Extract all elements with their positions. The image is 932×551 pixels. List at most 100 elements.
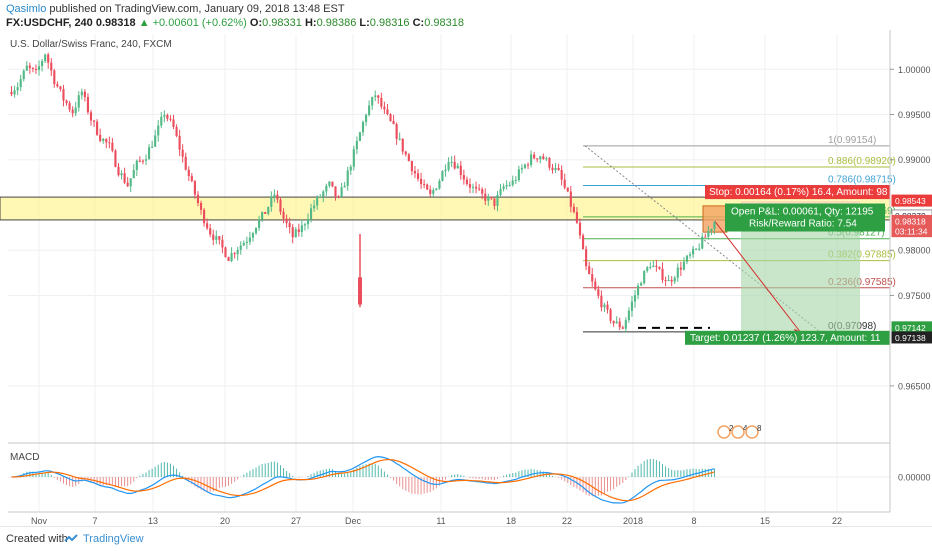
candle-body (581, 235, 585, 250)
candle-body (196, 194, 200, 203)
symbol: FX:USDCHF, 240 (6, 17, 93, 29)
author-link[interactable]: Qasimlo (6, 3, 47, 15)
y-tick-label: 0.98000 (898, 246, 931, 256)
candle-body (398, 138, 401, 140)
candle-body (585, 249, 588, 267)
fib-label: 0.382(0.97885) (828, 250, 896, 261)
candle-body (154, 135, 157, 147)
candle-body (606, 304, 609, 310)
publish-line: Qasimlo published on TradingView.com, Ja… (6, 3, 345, 15)
chart-labels: U.S. Dollar/Swiss Franc, 240, FXCM 0.9854… (10, 39, 932, 439)
candle-body (368, 105, 371, 115)
candle-body (471, 186, 475, 188)
candle-body (56, 84, 59, 87)
candle-body (111, 142, 114, 151)
price-axis-label: 0.98318 (895, 216, 926, 226)
candle-body (163, 114, 166, 117)
macd-signal-line (11, 458, 715, 502)
event-flag-icon (717, 425, 731, 439)
candle-body (34, 68, 38, 70)
x-tick-label: Nov (31, 516, 48, 526)
candle-body (520, 167, 523, 170)
close-value: 0.98318 (424, 17, 464, 29)
candle-body (615, 321, 618, 324)
candle-body (99, 134, 102, 141)
candle-body (600, 295, 603, 308)
x-tick-label: 18 (506, 516, 516, 526)
open-value: 0.98331 (262, 17, 302, 29)
candle-body (526, 164, 530, 166)
candle-body (673, 277, 676, 282)
risk-reward-text: Risk/Reward Ratio: 7.54 (749, 219, 857, 230)
candle-body (679, 267, 682, 270)
candle-body (468, 184, 472, 188)
candle-body (603, 304, 606, 308)
candle-body (25, 65, 28, 71)
candle-body (224, 247, 227, 258)
fib-label: 0.786(0.98715) (828, 175, 896, 186)
candle-body (630, 301, 634, 311)
candle-body (325, 185, 328, 192)
candle-body (380, 97, 383, 107)
chart[interactable]: 1(0.99154)0.886(0.98920)0.786(0.98715)0.… (0, 30, 932, 526)
event-flag-icon (745, 425, 759, 439)
y-tick-label: 0.97500 (898, 291, 931, 301)
macd-pane: MACD (8, 452, 890, 504)
candle-body (407, 154, 410, 162)
candle-body (493, 198, 496, 206)
candle-body (688, 254, 692, 256)
candle-body (410, 161, 413, 172)
stop-text: Stop: 0.00164 (0.17%) 16.4, Amount: 98 (709, 187, 888, 198)
candle-body (618, 321, 621, 328)
candle-body (309, 208, 313, 220)
x-tick-label: 11 (436, 516, 445, 526)
candle-body (505, 185, 508, 187)
candle-body (692, 248, 695, 255)
candle-body (62, 89, 65, 101)
candle-body (475, 186, 478, 189)
candle-body (331, 181, 334, 187)
candle-body (86, 96, 90, 113)
candle-body (294, 229, 297, 238)
tradingview-brand[interactable]: TradingView (83, 533, 144, 545)
candle-body (533, 154, 536, 159)
candle-body (239, 245, 242, 250)
open-label: O: (249, 17, 263, 29)
y-tick-label: 0.99500 (898, 110, 931, 120)
candle-body (282, 211, 285, 219)
position-tool[interactable]: Stop: 0.00164 (0.17%) 16.4, Amount: 98 Op… (638, 185, 890, 345)
trade-arrow (714, 221, 801, 332)
candle-body (96, 121, 99, 135)
candle-body (264, 211, 267, 214)
candle-body (441, 171, 444, 181)
candle-body (251, 233, 255, 238)
candle-body (508, 184, 511, 186)
candle-body (258, 219, 261, 228)
x-tick-label: 20 (220, 516, 230, 526)
candle-body (245, 241, 248, 244)
stop-label-bg (705, 185, 890, 200)
stop-label: Stop: 0.00164 (0.17%) 16.4, Amount: 98 (705, 185, 890, 200)
target-label-bg (685, 330, 890, 345)
candle-body (713, 221, 716, 230)
candle-body (10, 91, 13, 95)
candle-body (31, 67, 34, 69)
candle-body (661, 268, 664, 281)
candle-body (652, 265, 655, 268)
candle-body (640, 283, 643, 286)
candle-body (199, 202, 203, 210)
open-pl-bg (725, 203, 885, 232)
candle-body (621, 327, 624, 329)
candle-body (102, 138, 105, 141)
candle-body (355, 140, 358, 150)
candle-body (343, 185, 346, 188)
candle-body (569, 191, 572, 207)
candle-body (83, 91, 86, 97)
candle-body (685, 255, 689, 262)
candle-body (117, 166, 120, 176)
candle-body (643, 270, 646, 284)
x-tick-label: 13 (148, 516, 158, 526)
candle-body (695, 248, 698, 250)
low-label: L: (359, 17, 370, 29)
candle-body (649, 267, 652, 269)
